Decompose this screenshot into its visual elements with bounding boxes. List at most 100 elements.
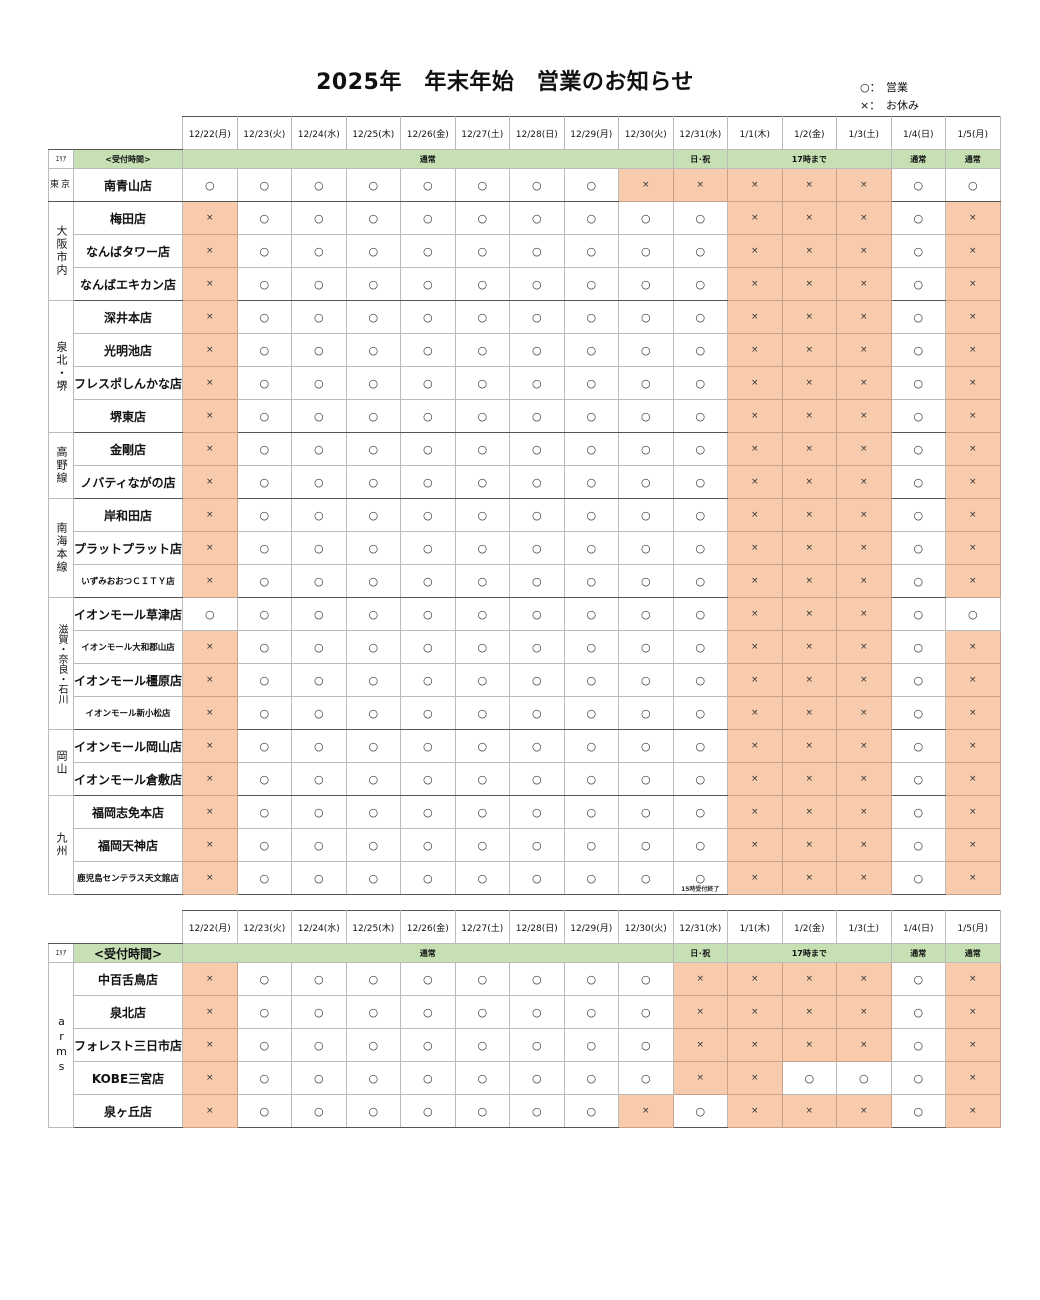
- status-cell: ○: [454, 861, 511, 895]
- status-cell: ○: [563, 432, 620, 466]
- status-cell: ○: [291, 300, 347, 334]
- status-mark: ○: [259, 376, 270, 390]
- status-mark: ×: [859, 279, 868, 289]
- status-mark: ×: [968, 1007, 977, 1017]
- status-cell: ×: [781, 366, 838, 400]
- status-mark: ×: [859, 774, 868, 784]
- status-mark: ×: [696, 180, 705, 190]
- status-mark: ×: [805, 180, 814, 190]
- table-row: 滋賀・奈良・石川 イオンモール草津店 ○ ○ ○ ○ ○ ○ ○ ○ ○ ○ × × × ○ ○: [48, 597, 1001, 730]
- status-mark: ○: [313, 805, 324, 819]
- reception-band-row: ｴﾘｱ <受付時間> 通常 日･祝 17時まで 通常 通常: [48, 149, 1001, 169]
- status-cell: ×: [182, 267, 238, 301]
- status-cell: ○: [345, 861, 402, 895]
- status-mark: ×: [968, 807, 977, 817]
- status-cell: ○: [618, 498, 674, 532]
- status-cell: ×: [945, 795, 1001, 829]
- status-mark: ○: [259, 277, 270, 291]
- status-mark: ×: [750, 477, 759, 487]
- status-mark: ×: [859, 1007, 868, 1017]
- status-cell: ○: [618, 729, 674, 763]
- status-cell: ×: [182, 828, 238, 862]
- status-mark: ×: [859, 807, 868, 817]
- status-cell: ×: [727, 1061, 783, 1095]
- status-cell: ○: [563, 861, 620, 895]
- status-cell: ×: [182, 1094, 238, 1128]
- status-mark: ×: [696, 1040, 705, 1050]
- status-mark: ×: [859, 543, 868, 553]
- status-mark: ○: [477, 376, 488, 390]
- status-mark: ×: [750, 708, 759, 718]
- status-mark: ○: [368, 607, 379, 621]
- status-mark: ○: [586, 574, 597, 588]
- status-mark: ○: [531, 343, 542, 357]
- status-mark: ○: [422, 1071, 433, 1085]
- status-mark: ○: [368, 409, 379, 423]
- status-cell: ○: [236, 861, 293, 895]
- status-mark: ×: [805, 807, 814, 817]
- status-mark: ○: [368, 838, 379, 852]
- status-cell: ○: [454, 465, 511, 499]
- status-mark: ○: [586, 1005, 597, 1019]
- status-mark: ○: [259, 475, 270, 489]
- legend: ○： 営業 ×： お休み: [860, 79, 919, 115]
- status-cell: ○: [400, 465, 456, 499]
- status-mark: ○: [313, 871, 324, 885]
- status-cell: ○: [454, 995, 511, 1029]
- status-cell: ○: [400, 300, 456, 334]
- status-cell: ○: [672, 795, 729, 829]
- status-mark: ○: [259, 574, 270, 588]
- table-row: 東京 南青山店 ○ ○ ○ ○ ○ ○ ○ ○ × × × × × ○ ○: [48, 168, 1001, 202]
- status-cell: ○: [563, 663, 620, 697]
- status-cell: ○: [236, 564, 293, 598]
- status-cell: ○: [400, 729, 456, 763]
- status-mark: ○: [368, 805, 379, 819]
- status-cell: ×: [781, 168, 838, 202]
- status-mark: ×: [805, 708, 814, 718]
- status-cell: ×: [945, 399, 1001, 433]
- status-cell: ○: [890, 267, 947, 301]
- status-cell: ×: [182, 861, 238, 895]
- status-mark: ×: [859, 246, 868, 256]
- date-header: 12/27(土): [454, 910, 511, 944]
- status-cell: ×: [836, 432, 892, 466]
- store-name: 泉北店: [72, 995, 184, 1029]
- status-cell: ×: [182, 333, 238, 367]
- status-cell: ○: [618, 300, 674, 334]
- status-cell: ○: [672, 300, 729, 334]
- status-cell: ○: [400, 762, 456, 796]
- status-cell: ×: [727, 696, 783, 730]
- date-header: 12/30(火): [618, 116, 674, 150]
- status-mark: ○: [368, 574, 379, 588]
- status-cell: ×: [182, 962, 238, 996]
- store-name: 深井本店: [72, 300, 184, 334]
- status-mark: ○: [913, 972, 924, 986]
- store-name: なんばタワー店: [72, 234, 184, 268]
- status-mark: ×: [750, 1073, 759, 1083]
- status-cell: ○: [890, 762, 947, 796]
- status-cell: ×: [672, 168, 729, 202]
- status-cell: ○: [454, 762, 511, 796]
- status-cell: ×: [836, 366, 892, 400]
- status-mark: ○: [531, 376, 542, 390]
- status-mark: ×: [205, 873, 214, 883]
- status-cell: ○: [291, 267, 347, 301]
- status-mark: ×: [205, 1007, 214, 1017]
- date-header: 1/4(日): [890, 910, 947, 944]
- status-cell: ○: [509, 333, 565, 367]
- store-name: イオンモール大和郡山店: [72, 630, 184, 664]
- status-cell: ○: [291, 995, 347, 1029]
- status-mark: ○: [586, 343, 597, 357]
- table-row: イオンモール倉敷店 × ○ ○ ○ ○ ○ ○ ○ ○ ○ × × × ○ ×: [49, 762, 1001, 796]
- status-cell: ○: [400, 399, 456, 433]
- status-cell: ○: [563, 531, 620, 565]
- status-mark: ○: [422, 211, 433, 225]
- header-blank: [48, 910, 183, 944]
- status-mark: ○: [640, 871, 651, 885]
- status-mark: ○: [531, 409, 542, 423]
- status-mark: ○: [313, 541, 324, 555]
- status-mark: ×: [750, 378, 759, 388]
- status-mark: ○: [913, 574, 924, 588]
- status-cell: ○: [454, 696, 511, 730]
- status-mark: ○: [259, 706, 270, 720]
